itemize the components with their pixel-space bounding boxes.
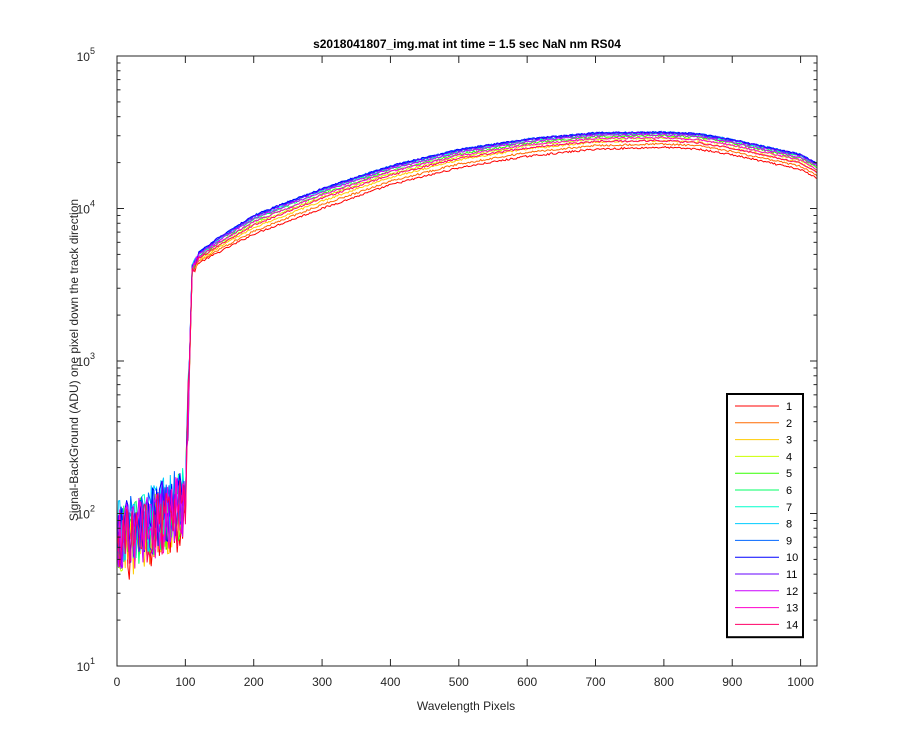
series-line-3 <box>117 139 817 575</box>
x-tick-label: 200 <box>244 675 264 689</box>
legend-label-4: 4 <box>786 451 792 463</box>
series-line-7 <box>117 131 817 568</box>
legend-label-12: 12 <box>786 586 798 598</box>
x-tick-label: 1000 <box>787 675 814 689</box>
x-tick-label: 100 <box>175 675 195 689</box>
x-tick-label: 400 <box>380 675 400 689</box>
legend-label-9: 9 <box>786 535 792 547</box>
legend-label-2: 2 <box>786 418 792 430</box>
legend-label-1: 1 <box>786 401 792 413</box>
series-line-11 <box>117 131 817 569</box>
y-tick-label: 105 <box>77 46 95 64</box>
series-line-8 <box>117 130 817 561</box>
chart-title: s2018041807_img.mat int time = 1.5 sec N… <box>313 37 621 51</box>
series-line-13 <box>117 136 817 569</box>
y-axis-label: Signal-BackGround (ADU) one pixel down t… <box>67 199 81 521</box>
y-tick-label: 101 <box>77 656 95 674</box>
series-line-2 <box>117 142 817 567</box>
legend-label-6: 6 <box>786 485 792 497</box>
legend-label-10: 10 <box>786 552 798 564</box>
series-line-5 <box>117 134 817 568</box>
series-line-10 <box>117 130 817 563</box>
x-axis-ticks: 0 100 200 300 400 500 600 700 800 900 1000 <box>114 56 814 689</box>
legend-box <box>726 393 804 639</box>
series-line-4 <box>117 136 817 572</box>
legend-label-3: 3 <box>786 435 792 447</box>
series-line-1 <box>117 145 817 580</box>
x-tick-label: 700 <box>586 675 606 689</box>
x-tick-label: 600 <box>517 675 537 689</box>
series-line-6 <box>117 132 817 564</box>
x-tick-label: 0 <box>114 675 121 689</box>
series-layer <box>117 130 817 580</box>
x-tick-label: 900 <box>722 675 742 689</box>
x-axis-label: Wavelength Pixels <box>417 699 515 713</box>
x-tick-label: 300 <box>312 675 332 689</box>
legend-label-8: 8 <box>786 519 792 531</box>
legend-label-7: 7 <box>786 502 792 514</box>
series-line-9 <box>117 130 817 555</box>
series-line-14 <box>117 139 817 568</box>
x-tick-label: 800 <box>654 675 674 689</box>
legend-label-13: 13 <box>786 603 798 615</box>
x-tick-label: 500 <box>449 675 469 689</box>
legend-label-14: 14 <box>786 619 798 631</box>
legend-label-5: 5 <box>786 468 792 480</box>
legend-label-11: 11 <box>786 569 797 581</box>
series-line-12 <box>117 133 817 569</box>
